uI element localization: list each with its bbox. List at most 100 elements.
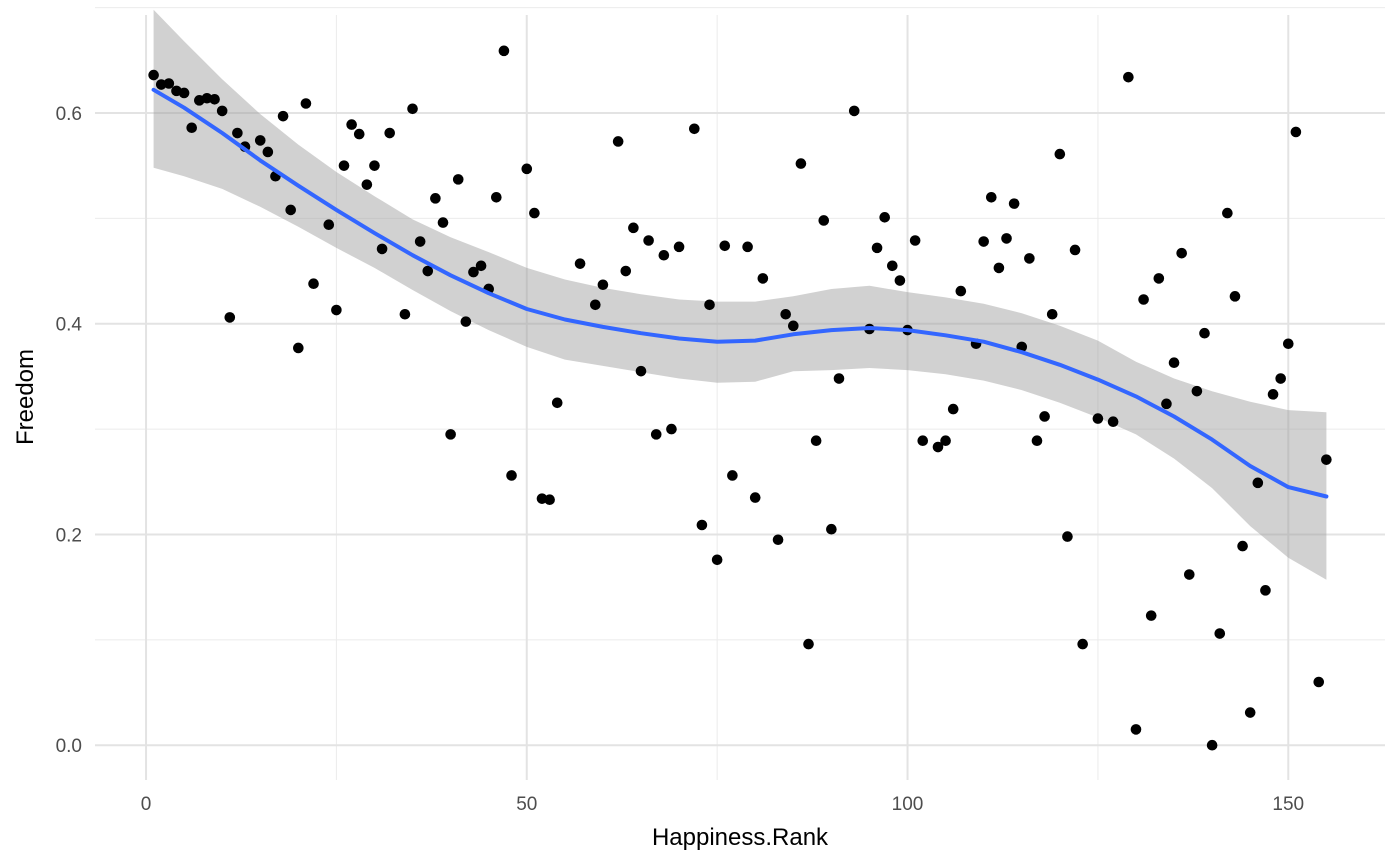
data-point [612, 136, 624, 147]
data-point [749, 492, 761, 503]
data-point [795, 158, 807, 169]
minor-gridlines [95, 7, 1385, 780]
data-point [506, 470, 517, 481]
data-point [178, 87, 190, 99]
data-point [833, 373, 845, 384]
data-point [498, 45, 510, 57]
x-tick-label: 0 [141, 794, 152, 815]
data-point [338, 160, 350, 171]
data-point [810, 435, 822, 447]
data-point [704, 299, 715, 311]
data-point [772, 534, 784, 546]
data-point [1321, 454, 1332, 465]
data-point [696, 519, 708, 531]
data-point [940, 435, 951, 447]
data-point [1039, 411, 1050, 422]
data-point [475, 260, 487, 272]
data-point [590, 299, 601, 311]
data-point [574, 258, 586, 269]
data-point [186, 122, 198, 134]
data-point [437, 217, 449, 228]
data-point [1183, 569, 1195, 580]
data-point [361, 179, 373, 190]
data-point [1176, 247, 1187, 259]
data-point [955, 285, 967, 297]
data-point [293, 342, 304, 354]
data-point [1145, 610, 1157, 621]
data-point [1077, 638, 1088, 650]
data-point [597, 279, 609, 291]
x-tick-labels: 0 50 100 150 [141, 794, 1304, 815]
data-point [376, 243, 388, 255]
data-points [148, 45, 1332, 751]
data-point [978, 236, 989, 247]
data-point [262, 146, 274, 158]
data-point [1282, 338, 1294, 350]
data-point [658, 249, 670, 261]
data-point [917, 435, 929, 447]
data-point [369, 160, 380, 171]
data-point [1260, 585, 1271, 596]
data-point [887, 260, 898, 272]
data-point [788, 320, 799, 332]
data-point [148, 69, 159, 81]
smooth-line [151, 87, 1329, 499]
data-point [331, 304, 342, 316]
data-point [1214, 628, 1226, 639]
data-point [879, 212, 890, 223]
data-point [909, 235, 921, 246]
data-point [1046, 308, 1058, 320]
data-point [544, 494, 555, 506]
data-point [323, 219, 335, 230]
data-point [1069, 244, 1081, 256]
data-point [1161, 398, 1172, 410]
data-point [414, 236, 426, 247]
data-point [727, 470, 738, 481]
data-point [163, 78, 175, 89]
data-point [673, 241, 685, 253]
data-point [711, 554, 723, 566]
data-point [757, 273, 769, 284]
data-point [894, 275, 906, 286]
data-point [216, 105, 228, 117]
data-point [871, 242, 883, 254]
data-point [848, 105, 860, 117]
data-point [1024, 253, 1035, 264]
data-point [1062, 531, 1073, 542]
data-point [1107, 416, 1119, 428]
data-point [460, 316, 472, 327]
data-point [399, 308, 411, 320]
data-point [1267, 389, 1279, 400]
data-point [993, 262, 1005, 274]
data-point [422, 265, 434, 277]
data-point [1138, 294, 1149, 305]
data-point [491, 191, 502, 203]
data-point [1191, 385, 1203, 397]
data-point [1252, 477, 1264, 489]
y-axis-title: Freedom [12, 349, 39, 445]
data-point [521, 163, 533, 175]
data-point [818, 215, 830, 226]
data-point [232, 127, 243, 139]
data-point [650, 429, 662, 440]
data-point [1229, 291, 1241, 302]
y-tick-label: 0.2 [56, 525, 82, 546]
data-point [551, 397, 563, 409]
data-point [445, 429, 456, 440]
data-point [1008, 198, 1020, 209]
data-point [620, 265, 632, 277]
x-tick-label: 50 [516, 794, 537, 815]
data-point [628, 222, 639, 234]
data-point [803, 638, 814, 650]
data-point [1092, 413, 1104, 424]
data-point [300, 98, 312, 109]
data-point [666, 423, 677, 435]
data-point [346, 119, 357, 130]
y-tick-label: 0.4 [56, 315, 83, 336]
data-point [407, 103, 418, 115]
y-tick-label: 0.6 [56, 104, 82, 125]
data-point [353, 128, 365, 140]
data-point [1123, 71, 1134, 83]
data-point [308, 278, 319, 289]
